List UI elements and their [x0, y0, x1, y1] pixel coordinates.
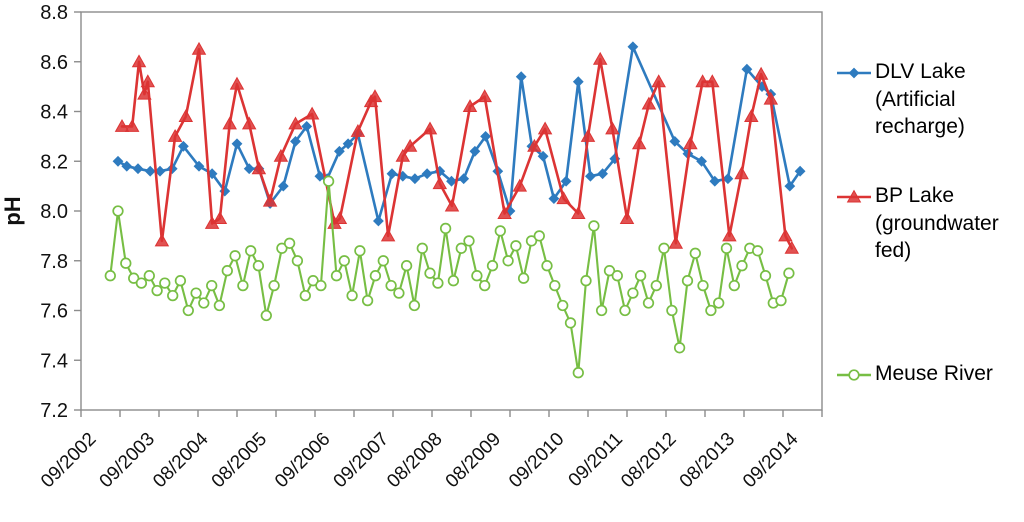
x-tick-label: 08/2005: [208, 429, 271, 492]
y-axis-title: pH: [0, 196, 25, 225]
y-tick-label: 8.6: [40, 52, 68, 74]
dlv-lake-series: [112, 41, 806, 227]
y-tick-label: 8.8: [40, 2, 68, 24]
x-tick-label: 08/2009: [442, 429, 505, 492]
y-tick-label: 7.4: [40, 350, 68, 372]
legend-item-dlv-lake: DLV Lake (Artificial recharge): [836, 58, 1021, 141]
x-tick-label: 09/2014: [739, 428, 803, 492]
bp-lake-series: [114, 41, 800, 254]
x-tick-label: 09/2010: [505, 429, 568, 492]
y-tick-label: 8.0: [40, 201, 68, 223]
y-tick-label: 7.6: [40, 301, 68, 323]
y-tick-label: 8.4: [40, 102, 68, 124]
meuse-river-series: [104, 175, 795, 379]
y-tick-label: 8.2: [40, 151, 68, 173]
x-tick-label: 08/2012: [617, 429, 680, 492]
x-tick-label: 09/2007: [330, 429, 393, 492]
y-tick-label: 7.2: [40, 400, 68, 422]
legend: DLV Lake (Artificial recharge) BP Lake (…: [836, 0, 1022, 522]
bp-lake-marker-icon: [836, 189, 872, 210]
x-tick-label: 09/2003: [96, 429, 159, 492]
legend-item-bp-lake: BP Lake (groundwater fed): [836, 182, 1021, 265]
dlv-lake-marker-icon: [836, 65, 872, 86]
legend-label-meuse-river: Meuse River: [875, 362, 993, 385]
y-tick-label: 7.8: [40, 251, 68, 273]
legend-label-bp-lake: BP Lake (groundwater fed): [875, 184, 999, 263]
x-tick-label: 08/2013: [676, 429, 739, 492]
legend-label-dlv-lake: DLV Lake (Artificial recharge): [875, 60, 966, 139]
x-tick-label: 08/2008: [383, 429, 446, 492]
x-tick-label: 08/2004: [149, 428, 213, 492]
legend-item-meuse-river: Meuse River: [836, 360, 1021, 388]
x-tick-label: 09/2011: [565, 429, 627, 491]
x-tick-label: 09/2002: [37, 429, 100, 492]
x-tick-label: 09/2006: [271, 429, 334, 492]
meuse-river-marker-icon: [836, 367, 872, 388]
